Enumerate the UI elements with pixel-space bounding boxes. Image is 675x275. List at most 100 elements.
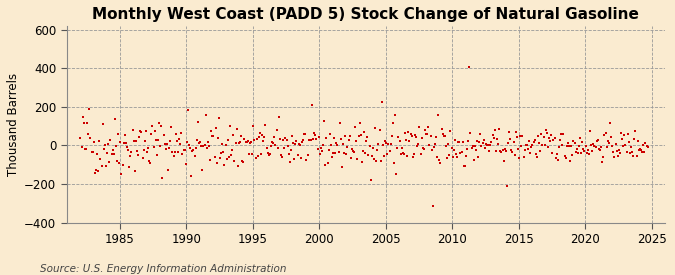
Point bbox=[543, 145, 554, 150]
Point bbox=[211, 161, 222, 165]
Point bbox=[90, 171, 101, 175]
Point bbox=[394, 139, 405, 144]
Point bbox=[545, 139, 556, 143]
Point bbox=[171, 139, 182, 144]
Point bbox=[340, 134, 350, 139]
Point bbox=[184, 143, 194, 148]
Point bbox=[198, 144, 209, 148]
Point bbox=[256, 133, 267, 138]
Point bbox=[387, 120, 398, 125]
Point bbox=[109, 117, 120, 121]
Point bbox=[429, 142, 440, 146]
Point bbox=[602, 139, 613, 144]
Point bbox=[574, 144, 585, 148]
Point bbox=[85, 135, 96, 140]
Point bbox=[583, 147, 593, 152]
Point bbox=[536, 132, 547, 136]
Point bbox=[292, 153, 303, 157]
Point bbox=[299, 132, 310, 136]
Point bbox=[151, 153, 162, 157]
Point bbox=[460, 154, 471, 158]
Point bbox=[389, 161, 400, 166]
Point bbox=[526, 144, 537, 149]
Point bbox=[277, 155, 288, 159]
Point bbox=[240, 139, 251, 144]
Point bbox=[470, 147, 481, 152]
Point bbox=[510, 153, 520, 157]
Point bbox=[167, 150, 178, 154]
Point bbox=[422, 131, 433, 136]
Point bbox=[607, 144, 618, 148]
Point bbox=[232, 163, 243, 168]
Point bbox=[111, 159, 122, 163]
Point bbox=[263, 153, 274, 157]
Point bbox=[488, 136, 499, 141]
Point bbox=[539, 143, 550, 147]
Point bbox=[205, 158, 215, 162]
Point bbox=[585, 129, 595, 133]
Point bbox=[593, 138, 603, 142]
Point bbox=[165, 139, 176, 143]
Point bbox=[199, 142, 210, 147]
Point bbox=[94, 139, 105, 143]
Point bbox=[177, 152, 188, 156]
Point bbox=[157, 176, 168, 180]
Point bbox=[507, 150, 518, 154]
Point bbox=[500, 147, 510, 152]
Point bbox=[520, 143, 531, 148]
Point bbox=[329, 136, 340, 141]
Point bbox=[512, 135, 522, 139]
Point bbox=[579, 149, 590, 153]
Point bbox=[282, 144, 293, 148]
Point bbox=[261, 146, 272, 150]
Point bbox=[593, 147, 604, 152]
Point bbox=[626, 150, 637, 154]
Point bbox=[525, 151, 536, 155]
Point bbox=[118, 141, 129, 145]
Point bbox=[279, 146, 290, 150]
Point bbox=[424, 143, 435, 147]
Point bbox=[381, 141, 392, 145]
Point bbox=[482, 143, 493, 148]
Point bbox=[415, 152, 426, 156]
Point bbox=[187, 148, 198, 153]
Point bbox=[365, 178, 376, 182]
Point bbox=[633, 148, 644, 152]
Point bbox=[323, 148, 334, 153]
Point bbox=[441, 156, 452, 161]
Point bbox=[239, 137, 250, 141]
Point bbox=[320, 163, 331, 167]
Point bbox=[124, 165, 134, 169]
Point bbox=[515, 133, 526, 138]
Point bbox=[477, 140, 488, 145]
Point bbox=[273, 114, 284, 119]
Point bbox=[339, 150, 350, 155]
Point bbox=[303, 138, 314, 142]
Point bbox=[334, 120, 345, 125]
Point bbox=[527, 142, 538, 147]
Point bbox=[425, 133, 436, 138]
Point bbox=[639, 149, 650, 154]
Point bbox=[83, 132, 94, 137]
Point bbox=[591, 139, 602, 143]
Point bbox=[272, 146, 283, 150]
Point bbox=[126, 150, 137, 154]
Point bbox=[629, 136, 640, 141]
Point bbox=[213, 116, 224, 120]
Point bbox=[241, 140, 252, 145]
Point bbox=[486, 140, 497, 144]
Point bbox=[227, 147, 238, 152]
Point bbox=[132, 149, 142, 153]
Point bbox=[466, 145, 477, 150]
Point bbox=[568, 138, 579, 143]
Point bbox=[537, 142, 548, 147]
Point bbox=[288, 141, 298, 145]
Point bbox=[426, 148, 437, 152]
Point bbox=[601, 145, 612, 150]
Point bbox=[456, 150, 467, 155]
Point bbox=[445, 129, 456, 134]
Point bbox=[108, 152, 119, 156]
Point bbox=[519, 148, 530, 152]
Point bbox=[238, 160, 248, 164]
Point bbox=[298, 137, 308, 142]
